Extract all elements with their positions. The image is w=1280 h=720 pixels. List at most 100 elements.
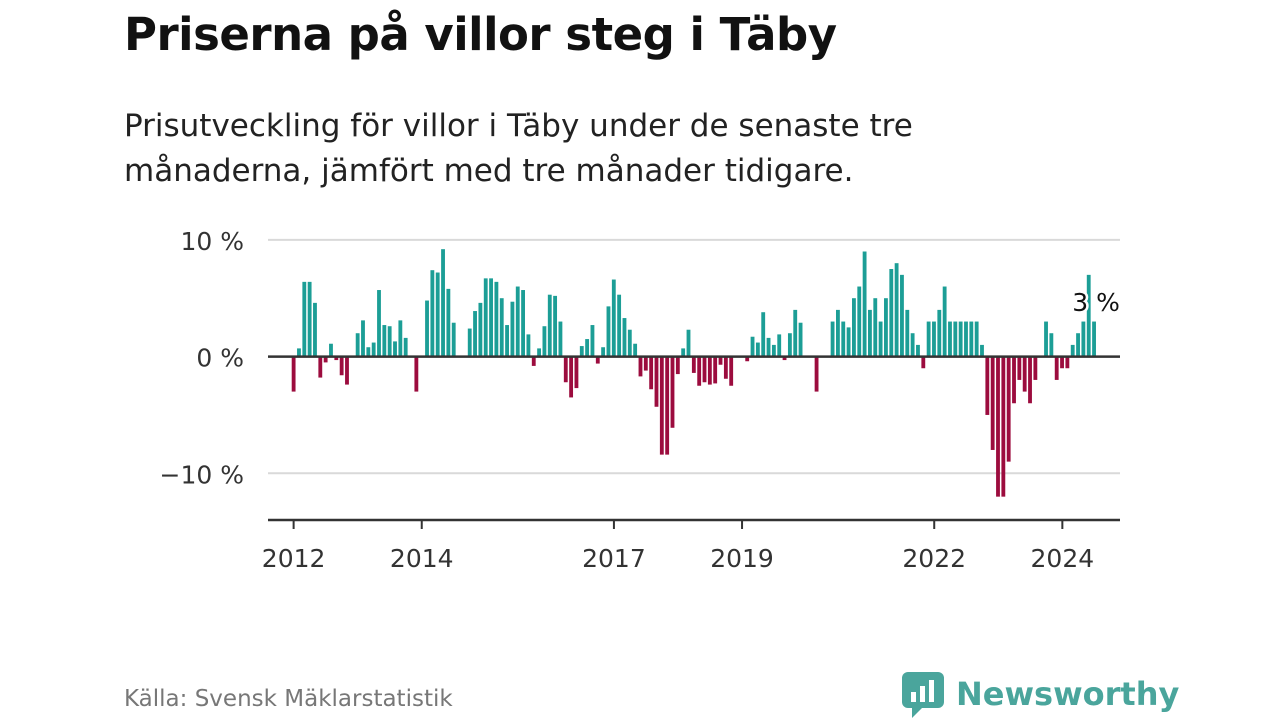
bar — [1060, 356, 1064, 369]
bar — [649, 356, 654, 390]
bar — [435, 272, 440, 357]
bar — [393, 341, 397, 357]
bar — [830, 321, 835, 357]
bar — [595, 356, 600, 364]
bar — [1006, 356, 1011, 462]
y-tick-label: 0 % — [196, 344, 244, 373]
bar — [313, 302, 317, 357]
bar — [494, 281, 499, 357]
brand-name: Newsworthy — [956, 675, 1180, 713]
bar — [1022, 356, 1027, 392]
bar — [873, 298, 878, 357]
x-tick-label: 2024 — [1031, 544, 1095, 573]
bar — [755, 342, 760, 357]
bars-layer — [291, 249, 1096, 497]
bar — [521, 290, 525, 357]
bar — [958, 321, 963, 357]
bar — [969, 321, 974, 357]
bar — [691, 356, 696, 373]
bar — [974, 321, 979, 357]
bar — [371, 342, 376, 357]
bar — [761, 312, 766, 357]
bar — [814, 356, 819, 392]
grid-layer — [268, 238, 1120, 475]
bar — [916, 344, 920, 357]
bar — [996, 356, 1000, 497]
bar — [836, 309, 840, 357]
bar — [638, 356, 643, 377]
bar — [441, 249, 445, 357]
bar — [894, 263, 899, 357]
bar — [585, 339, 590, 357]
bar — [1033, 356, 1038, 380]
bar — [553, 295, 558, 357]
bar — [318, 356, 323, 378]
bar — [1070, 344, 1075, 357]
bar — [558, 321, 563, 357]
bar — [361, 320, 365, 357]
bar — [675, 356, 680, 375]
bar — [884, 298, 888, 357]
bar — [633, 343, 638, 357]
bar — [547, 294, 552, 357]
bar — [1001, 356, 1006, 497]
bar — [857, 286, 862, 357]
bar — [1092, 321, 1096, 357]
bar — [611, 279, 616, 357]
bar — [569, 356, 574, 398]
bar — [702, 356, 707, 383]
bar — [681, 348, 686, 357]
bar — [398, 320, 403, 357]
chart-subtitle: Prisutveckling för villor i Täby under d… — [124, 108, 913, 189]
bar — [793, 309, 798, 357]
bar — [1076, 333, 1080, 357]
bar — [985, 356, 990, 415]
bar — [430, 270, 435, 357]
bar — [948, 321, 952, 357]
bar — [1012, 356, 1016, 404]
bar — [339, 356, 344, 376]
bar — [659, 356, 664, 455]
x-tick-label: 2012 — [262, 544, 326, 573]
bar — [345, 356, 349, 385]
x-tick-label: 2019 — [710, 544, 774, 573]
bar — [862, 251, 867, 357]
bar — [771, 344, 776, 357]
bar — [414, 356, 419, 392]
label-layer: 10 % 0 % −10 % 2012 2014 2017 2019 2022 2024 3 % — [160, 227, 1123, 573]
bar — [729, 356, 734, 386]
bar — [1086, 274, 1091, 357]
last-value-annotation: 3 % — [1072, 288, 1120, 317]
bar — [1065, 356, 1070, 369]
bar — [1044, 321, 1048, 357]
bar — [601, 347, 606, 357]
source-note: Källa: Svensk Mäklarstatistik — [124, 686, 453, 712]
bar — [1028, 356, 1032, 404]
bar — [852, 298, 856, 357]
bar — [889, 269, 894, 357]
bar — [297, 348, 301, 357]
bar — [713, 356, 718, 384]
bar — [1049, 333, 1054, 357]
x-tick-label: 2014 — [390, 544, 454, 573]
bar — [1081, 321, 1086, 357]
y-tick-label: 10 % — [180, 227, 244, 256]
bar — [291, 356, 296, 392]
bar — [932, 321, 936, 357]
bar — [846, 327, 851, 357]
bar — [590, 325, 595, 357]
bar — [499, 298, 504, 357]
bar — [990, 356, 995, 450]
bar — [451, 322, 456, 357]
bar — [483, 278, 488, 357]
bar — [910, 333, 915, 357]
bar — [617, 294, 622, 357]
bar — [900, 274, 904, 357]
bar — [654, 356, 659, 407]
bar — [1054, 356, 1059, 380]
bar — [382, 325, 387, 357]
bar — [745, 356, 750, 362]
bar — [627, 329, 632, 357]
brand-logo[interactable]: Newsworthy — [902, 670, 1179, 718]
